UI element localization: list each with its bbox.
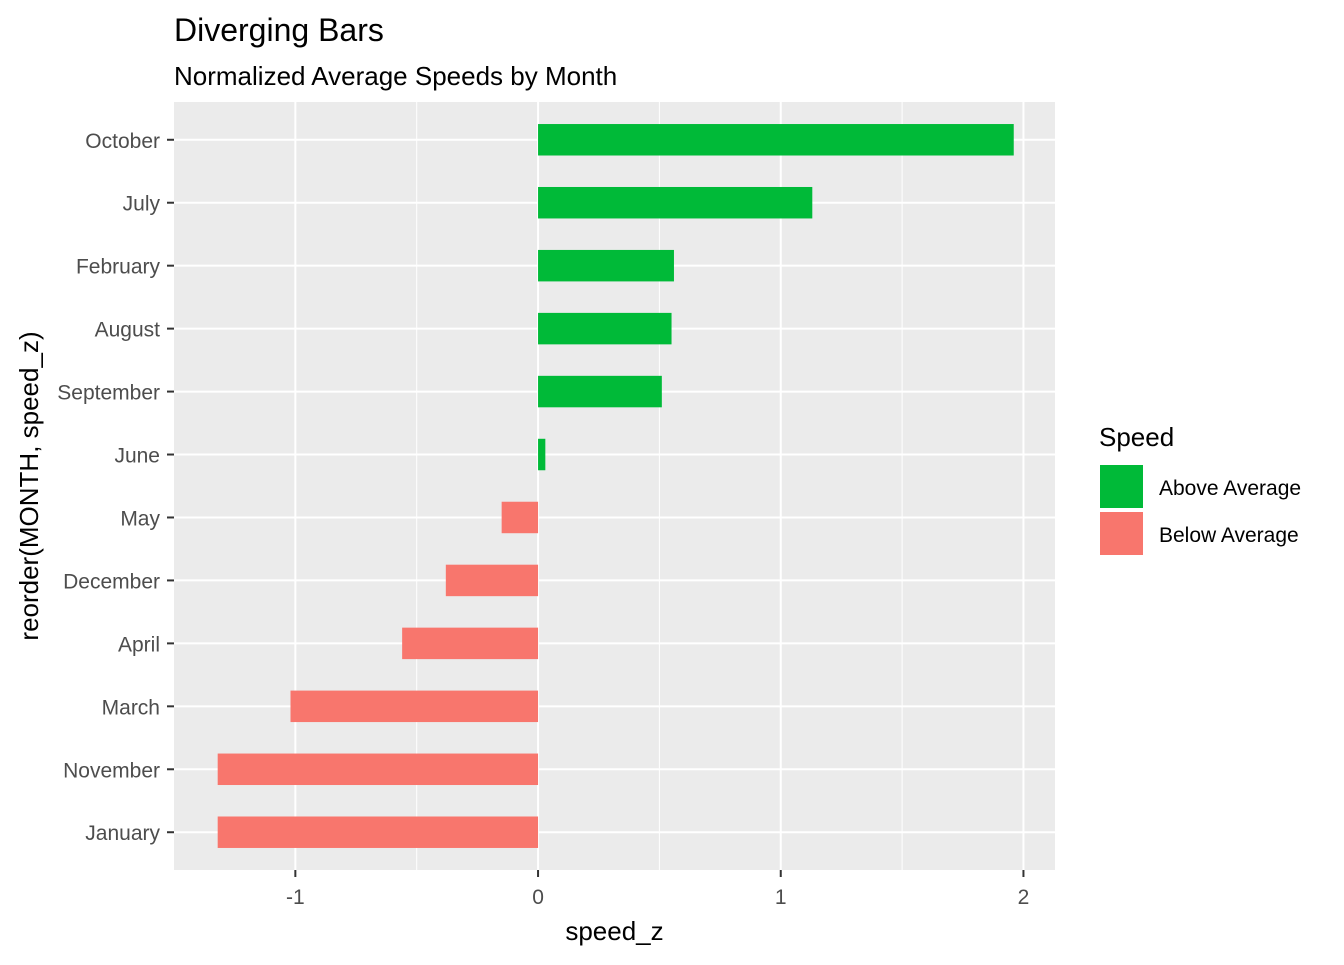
bar-february [538, 249, 674, 282]
y-tick-label: November [63, 759, 160, 782]
bar-june [538, 438, 546, 471]
bar-august [538, 312, 672, 345]
bar-october [538, 124, 1014, 156]
x-tick-label: -1 [286, 886, 305, 909]
y-tick-label: December [63, 570, 160, 593]
y-tick-label: February [76, 256, 161, 279]
x-tick-label: 0 [532, 886, 544, 909]
bar-november [217, 753, 539, 786]
y-tick-label: March [102, 696, 160, 719]
y-tick-label: August [95, 319, 161, 342]
bar-march [290, 690, 539, 723]
bar-april [402, 627, 539, 660]
x-axis-title: speed_z [565, 916, 663, 946]
plot-panel [174, 102, 1055, 870]
legend-label: Above Average [1159, 477, 1301, 500]
bar-september [538, 375, 662, 408]
y-tick-label: July [123, 193, 161, 216]
y-axis-title: reorder(MONTH, speed_z) [14, 331, 44, 640]
legend-label: Below Average [1159, 524, 1299, 547]
bar-january [217, 816, 539, 848]
bar-may [501, 501, 539, 534]
y-tick-label: April [118, 633, 160, 656]
y-tick-label: June [114, 445, 160, 468]
legend: Speed Above Average Below Average [1099, 422, 1301, 555]
legend-key-below-average [1100, 512, 1143, 555]
chart-title: Diverging Bars [174, 12, 384, 48]
y-axis: January November March April December May June… [57, 130, 174, 845]
y-tick-label: January [85, 822, 160, 845]
bars [217, 124, 1014, 848]
x-axis: -1 0 1 2 [286, 870, 1029, 909]
legend-key-above-average [1100, 465, 1143, 508]
bar-july [538, 186, 813, 219]
y-tick-label: May [120, 507, 160, 530]
y-tick-label: September [57, 382, 160, 405]
chart-subtitle: Normalized Average Speeds by Month [174, 61, 617, 91]
legend-title: Speed [1099, 422, 1174, 452]
y-tick-label: October [85, 130, 160, 153]
x-tick-label: 2 [1018, 886, 1030, 909]
x-tick-label: 1 [775, 886, 787, 909]
bar-december [445, 564, 539, 597]
